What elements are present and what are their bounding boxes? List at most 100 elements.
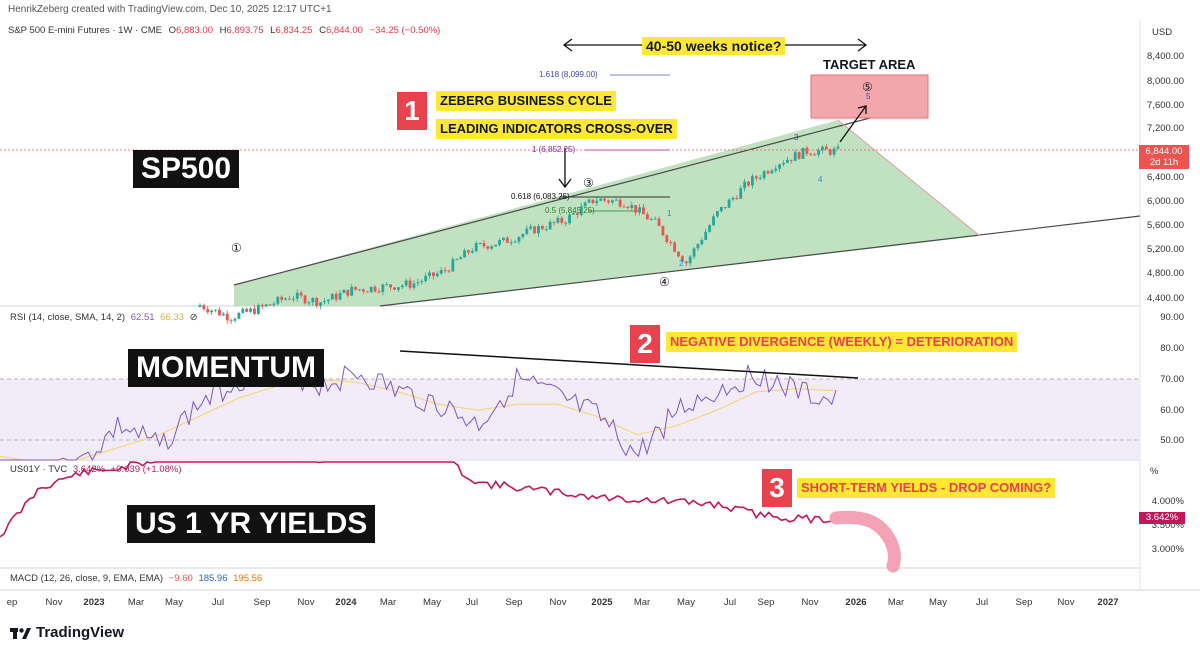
candle-body: [517, 236, 521, 242]
yield-change: +0.039 (+1.08%): [110, 464, 182, 475]
candle-body: [778, 164, 782, 169]
tradingview-logo[interactable]: TradingView: [10, 624, 124, 641]
rsi-axis-tick: 80.00: [1160, 343, 1184, 354]
last-price-value: 6,844.00: [1145, 146, 1183, 157]
candle-body: [610, 200, 614, 203]
candle-body: [618, 199, 622, 207]
wave-5: 5: [866, 92, 871, 101]
candle-body: [369, 286, 373, 292]
time-axis-tick: May: [423, 597, 441, 608]
candle-body: [739, 188, 743, 199]
rsi-band: [0, 379, 1140, 460]
candle-body: [326, 299, 330, 302]
candle-body: [245, 308, 249, 312]
candle-body: [354, 286, 358, 290]
time-axis-tick: May: [165, 597, 183, 608]
time-axis-tick: 2024: [335, 597, 357, 608]
candle-body: [657, 218, 661, 226]
yield-axis-tick: 3.500%: [1151, 520, 1184, 531]
currency-label: USD: [1152, 27, 1173, 38]
rsi-axis-tick: 90.00: [1160, 312, 1184, 323]
candle-body: [782, 162, 785, 165]
cycle-arrowhead: [558, 178, 572, 189]
annotation-number-3: 3: [762, 469, 792, 507]
candle-body: [334, 293, 338, 300]
candle-body: [280, 296, 284, 300]
target-arrowhead: [857, 105, 867, 114]
rsi-legend[interactable]: RSI (14, close, SMA, 14, 2) 62.51 66.33 …: [10, 312, 198, 323]
yield-axis-tick: 4.000%: [1151, 496, 1184, 507]
candle-body: [443, 270, 447, 272]
yield-legend-label: US01Y · TVC: [10, 464, 68, 475]
divergence-label: NEGATIVE DIVERGENCE (WEEKLY) = DETERIORA…: [666, 332, 1018, 352]
candle-body: [358, 289, 361, 291]
candle-body: [404, 280, 408, 286]
time-axis-tick: Sep: [253, 597, 271, 608]
annotation-number-2: 2: [630, 325, 660, 363]
candle-body: [206, 309, 210, 313]
candle-body: [595, 200, 599, 204]
candle-body: [455, 259, 459, 261]
time-axis-tick: Jul: [465, 597, 479, 608]
candle-body: [276, 296, 280, 304]
candle-body: [490, 246, 494, 249]
time-axis-tick: Sep: [505, 597, 523, 608]
time-axis-tick: Sep: [757, 597, 775, 608]
candle-body: [786, 159, 789, 163]
candle-body: [828, 149, 832, 155]
candle-body: [502, 237, 505, 241]
price-axis-tick: 5,600.00: [1147, 220, 1184, 231]
price-axis-tick: 5,200.00: [1147, 244, 1184, 255]
tradingview-icon: [10, 627, 31, 639]
weeks-notice-arrowhead-left: [562, 38, 573, 52]
chart-credit: HenrikZeberg created with TradingView.co…: [8, 4, 332, 15]
candle-body: [393, 287, 396, 290]
wave-1: 1: [667, 209, 672, 218]
candle-body: [319, 302, 322, 306]
candle-body: [288, 298, 291, 300]
candle-body: [494, 244, 498, 247]
yield-last-tag: 3.642%: [1139, 512, 1185, 524]
candle-body: [233, 318, 237, 321]
candle-body: [537, 225, 540, 234]
yield-legend[interactable]: US01Y · TVC 3.642% +0.039 (+1.08%): [10, 464, 182, 475]
candle-body: [673, 242, 677, 252]
candle-body: [560, 217, 564, 223]
price-candles: [198, 143, 840, 325]
momentum-label: MOMENTUM: [128, 349, 324, 387]
candle-body: [751, 176, 754, 186]
candle-body: [587, 199, 591, 203]
fib-0618-label: 0.618 (6,083.25): [511, 192, 570, 201]
candle-body: [463, 250, 466, 258]
candle-body: [708, 225, 712, 232]
yield-note-label: SHORT-TERM YIELDS - DROP COMING?: [797, 478, 1056, 498]
yield-line: [0, 461, 837, 538]
ohlc-l: 6,834.25: [275, 25, 313, 36]
time-axis-tick: Mar: [887, 597, 905, 608]
time-axis-tick: Sep: [1015, 597, 1033, 608]
macd-legend[interactable]: MACD (12, 26, close, 9, EMA, EMA) −9.60 …: [10, 573, 262, 584]
candle-body: [817, 150, 820, 155]
candle-body: [568, 214, 571, 224]
candle-body: [552, 221, 556, 223]
candle-body: [474, 243, 478, 252]
candle-body: [513, 241, 517, 243]
candle-body: [350, 286, 354, 296]
candle-body: [544, 229, 548, 231]
eye-icon[interactable]: ⊘: [189, 312, 198, 323]
candle-body: [638, 207, 641, 213]
wave-4: 4: [818, 175, 823, 184]
ohlc-change: −34.25 (−0.50%): [369, 25, 441, 36]
ohlc-l-label: L: [270, 25, 276, 36]
candle-body: [642, 207, 645, 215]
candle-body: [719, 207, 723, 212]
candle-body: [793, 152, 797, 161]
candle-body: [762, 171, 766, 178]
target-area-label: TARGET AREA: [823, 57, 916, 72]
candle-body: [603, 198, 606, 201]
wave-circle-4: ④: [659, 275, 670, 289]
ohlc-c: 6,844.00: [325, 25, 363, 36]
candle-body: [548, 221, 552, 230]
symbol-line[interactable]: S&P 500 E-mini Futures · 1W · CME O6,883…: [8, 25, 440, 36]
